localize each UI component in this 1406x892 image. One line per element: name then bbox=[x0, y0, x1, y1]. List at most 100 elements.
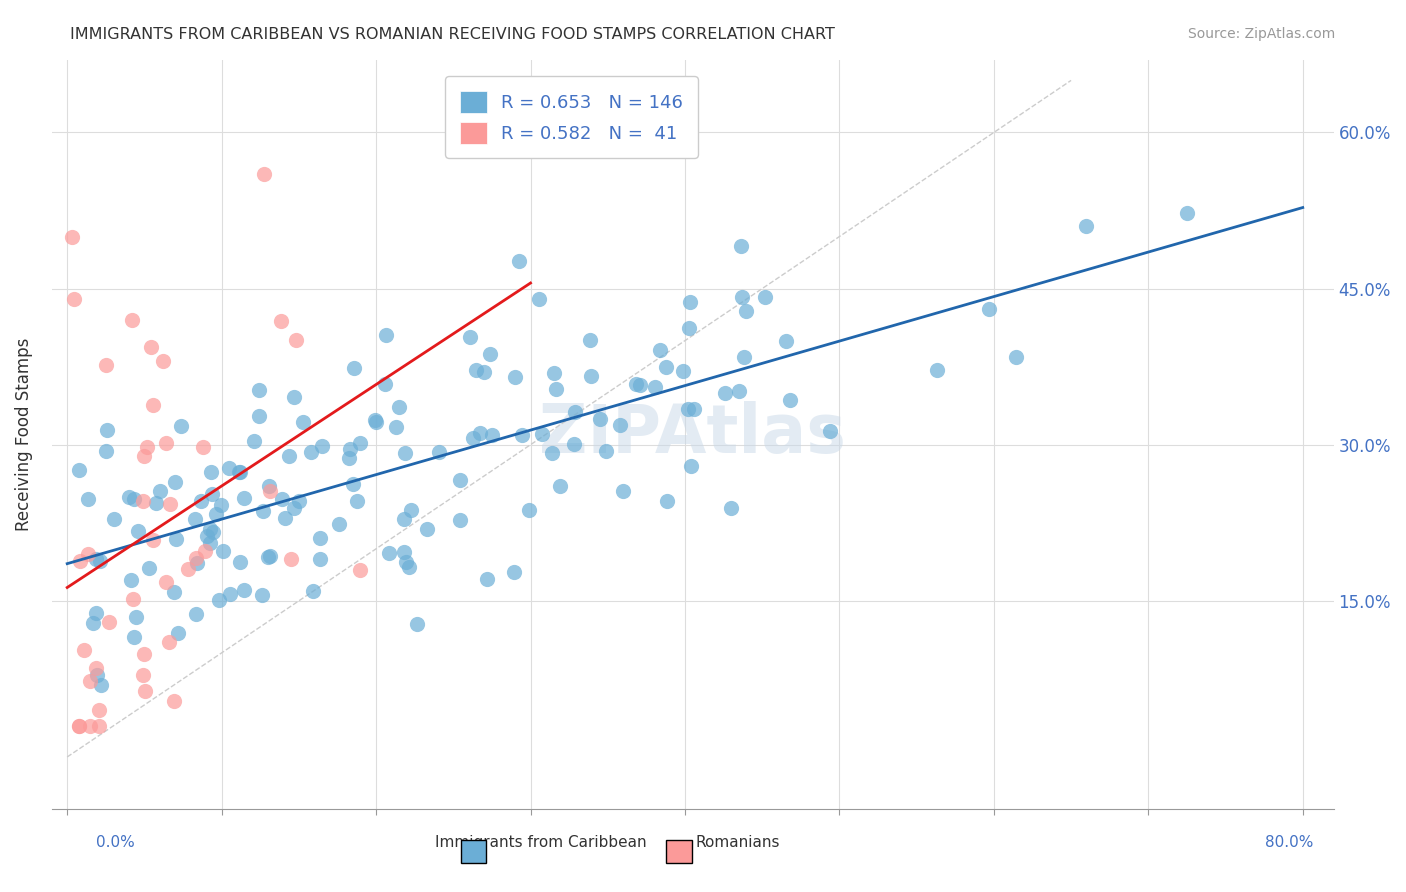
Point bbox=[339, 451, 361, 466]
Point bbox=[609, 417, 631, 432]
Point bbox=[165, 475, 187, 490]
Point bbox=[1175, 206, 1198, 220]
Point bbox=[186, 557, 208, 571]
Point bbox=[527, 293, 550, 307]
Point bbox=[201, 487, 224, 501]
Point bbox=[177, 562, 200, 576]
Point bbox=[427, 445, 450, 459]
Point bbox=[1074, 219, 1097, 233]
Point bbox=[149, 483, 172, 498]
Point bbox=[550, 479, 572, 493]
Point bbox=[595, 444, 617, 458]
Point bbox=[194, 544, 217, 558]
Point bbox=[134, 684, 156, 698]
Point bbox=[624, 376, 647, 391]
Point bbox=[86, 551, 108, 566]
Point bbox=[503, 370, 526, 384]
Point bbox=[458, 330, 481, 344]
Text: 80.0%: 80.0% bbox=[1265, 836, 1313, 850]
Point bbox=[136, 440, 159, 454]
Point bbox=[728, 384, 751, 398]
Point bbox=[211, 498, 233, 512]
Point bbox=[562, 437, 585, 451]
Point bbox=[779, 393, 801, 408]
Point bbox=[139, 340, 162, 354]
Point bbox=[543, 366, 565, 380]
Point bbox=[343, 360, 366, 375]
Point bbox=[228, 555, 250, 569]
Point bbox=[328, 516, 350, 531]
Point bbox=[308, 531, 330, 545]
Point bbox=[299, 445, 322, 459]
Point bbox=[449, 473, 471, 487]
Point bbox=[163, 584, 186, 599]
Point bbox=[503, 565, 526, 579]
Point bbox=[159, 497, 181, 511]
Point bbox=[388, 400, 411, 414]
Point bbox=[259, 549, 281, 563]
Point bbox=[731, 290, 754, 304]
Point bbox=[679, 458, 702, 473]
Point bbox=[416, 522, 439, 536]
Point bbox=[628, 378, 651, 392]
Point bbox=[292, 416, 315, 430]
Point bbox=[162, 694, 184, 708]
Point bbox=[121, 313, 143, 327]
Point bbox=[818, 424, 841, 438]
Point bbox=[309, 552, 332, 566]
Point bbox=[142, 398, 165, 412]
Point bbox=[184, 607, 207, 621]
Point bbox=[655, 360, 678, 375]
Point bbox=[270, 314, 292, 328]
Point bbox=[508, 254, 530, 268]
Point bbox=[208, 593, 231, 607]
Point bbox=[132, 647, 155, 661]
Point bbox=[157, 634, 180, 648]
Point bbox=[124, 630, 146, 644]
Point bbox=[644, 380, 666, 394]
Point bbox=[510, 428, 533, 442]
Point bbox=[87, 703, 110, 717]
Point bbox=[311, 439, 333, 453]
Point bbox=[86, 668, 108, 682]
Point bbox=[270, 492, 292, 507]
Point bbox=[579, 368, 602, 383]
Point bbox=[132, 667, 155, 681]
Point bbox=[247, 383, 270, 397]
Point bbox=[730, 238, 752, 252]
Point bbox=[339, 442, 361, 457]
Point bbox=[252, 588, 274, 602]
Point bbox=[79, 673, 101, 688]
Text: Romanians: Romanians bbox=[696, 836, 780, 850]
Point bbox=[190, 494, 212, 508]
Point bbox=[405, 617, 427, 632]
Text: Source: ZipAtlas.com: Source: ZipAtlas.com bbox=[1188, 27, 1336, 41]
Point bbox=[90, 678, 112, 692]
Point bbox=[375, 328, 398, 343]
Point bbox=[152, 354, 174, 368]
Point bbox=[212, 544, 235, 558]
Point bbox=[374, 377, 396, 392]
Point bbox=[648, 343, 671, 357]
Point bbox=[84, 606, 107, 620]
Point bbox=[69, 554, 91, 568]
Point bbox=[94, 443, 117, 458]
Point bbox=[233, 582, 256, 597]
Point bbox=[62, 292, 84, 306]
Point bbox=[720, 500, 742, 515]
Point bbox=[283, 501, 305, 516]
Point bbox=[118, 490, 141, 504]
Point bbox=[97, 615, 120, 630]
Point bbox=[219, 587, 242, 601]
Point bbox=[678, 321, 700, 335]
Point bbox=[155, 436, 177, 450]
Point bbox=[735, 304, 758, 318]
Point bbox=[127, 524, 149, 538]
Point bbox=[198, 522, 221, 536]
Point bbox=[228, 465, 250, 479]
Point bbox=[120, 573, 142, 587]
Point bbox=[145, 495, 167, 509]
Point bbox=[242, 434, 264, 449]
Point bbox=[775, 334, 797, 348]
Point bbox=[73, 643, 96, 657]
